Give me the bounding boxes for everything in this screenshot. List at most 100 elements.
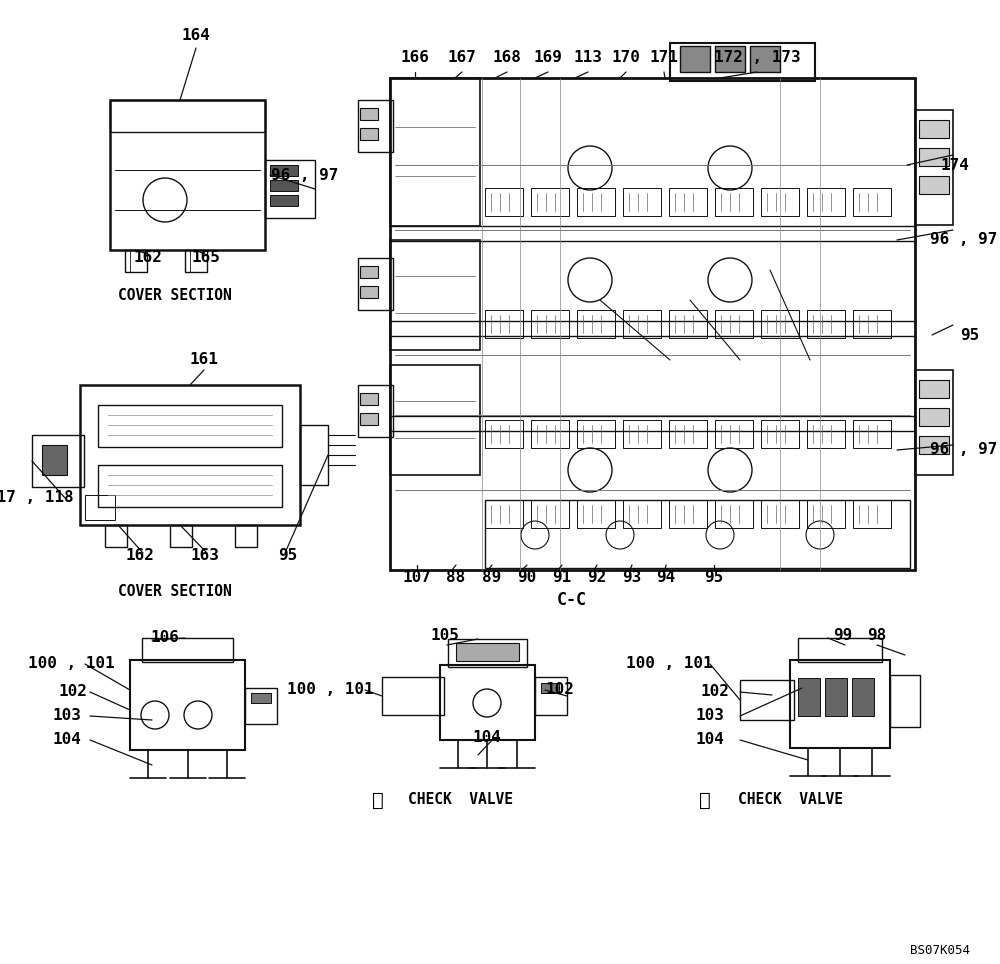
Bar — [670, 43, 815, 81]
Bar — [623, 188, 661, 216]
Text: 171: 171 — [650, 50, 678, 66]
Bar — [669, 310, 707, 338]
Text: BS07K054: BS07K054 — [910, 944, 970, 956]
Bar — [125, 250, 147, 272]
Bar — [42, 445, 67, 475]
Bar — [577, 500, 615, 528]
Text: 105: 105 — [431, 628, 459, 642]
Bar — [448, 639, 527, 667]
Text: CHECK  VALVE: CHECK VALVE — [738, 792, 842, 808]
Bar — [623, 310, 661, 338]
Bar — [669, 500, 707, 528]
Text: 96 , 97: 96 , 97 — [930, 442, 997, 458]
Text: 161: 161 — [190, 353, 218, 367]
Text: 167: 167 — [448, 50, 476, 66]
Bar — [761, 310, 799, 338]
Text: 104: 104 — [53, 733, 82, 747]
Text: 102: 102 — [546, 683, 574, 698]
Bar — [535, 677, 567, 715]
Bar — [669, 420, 707, 448]
Bar — [98, 405, 282, 447]
Text: 102: 102 — [701, 684, 729, 700]
Bar — [680, 46, 710, 72]
Bar — [485, 500, 910, 568]
Bar — [300, 425, 328, 485]
Bar — [919, 408, 949, 426]
Bar — [360, 108, 378, 120]
Bar — [170, 525, 192, 547]
Bar — [577, 188, 615, 216]
Text: 166: 166 — [401, 50, 429, 66]
Bar — [485, 188, 523, 216]
Text: 100 , 101: 100 , 101 — [28, 656, 115, 672]
Bar — [715, 188, 753, 216]
Bar — [715, 420, 753, 448]
Bar — [790, 660, 890, 748]
Bar — [577, 420, 615, 448]
Bar — [390, 365, 480, 475]
Bar — [235, 525, 257, 547]
Bar — [623, 420, 661, 448]
Bar — [577, 310, 615, 338]
Text: 170: 170 — [612, 50, 640, 66]
Text: 90: 90 — [517, 570, 537, 584]
Text: 100 , 101: 100 , 101 — [287, 683, 373, 698]
Bar — [360, 128, 378, 140]
Bar — [245, 688, 277, 724]
Bar — [110, 100, 265, 250]
Text: 99: 99 — [833, 628, 853, 642]
Bar — [919, 436, 949, 454]
Bar — [919, 120, 949, 138]
Bar — [715, 310, 753, 338]
Bar — [360, 266, 378, 278]
Text: 106: 106 — [150, 629, 179, 645]
Bar — [456, 643, 519, 661]
Text: 174: 174 — [940, 157, 969, 173]
Bar — [32, 435, 84, 487]
Text: 107: 107 — [403, 570, 431, 584]
Bar — [623, 500, 661, 528]
Text: 103: 103 — [53, 709, 82, 724]
Text: 162: 162 — [126, 549, 154, 564]
Bar — [807, 500, 845, 528]
Text: 172 , 173: 172 , 173 — [714, 50, 800, 66]
Bar — [531, 420, 569, 448]
Text: 89: 89 — [482, 570, 502, 584]
Bar — [531, 310, 569, 338]
Bar — [740, 680, 794, 720]
Bar — [265, 160, 315, 218]
Bar — [919, 148, 949, 166]
Text: 98: 98 — [867, 628, 887, 642]
Text: 96 , 97: 96 , 97 — [930, 232, 997, 248]
Bar — [270, 195, 298, 206]
Bar — [360, 393, 378, 405]
Bar — [761, 188, 799, 216]
Text: 168: 168 — [493, 50, 521, 66]
Text: 164: 164 — [182, 28, 210, 42]
Bar — [390, 78, 480, 226]
Bar — [919, 176, 949, 194]
Bar — [360, 286, 378, 298]
Text: 102: 102 — [58, 684, 87, 700]
Bar — [825, 678, 847, 716]
Bar — [541, 683, 559, 693]
Bar — [251, 693, 271, 703]
Bar — [105, 525, 127, 547]
Text: 162: 162 — [134, 251, 162, 265]
Bar — [807, 188, 845, 216]
Bar — [270, 165, 298, 176]
Bar — [715, 500, 753, 528]
Text: 100 , 101: 100 , 101 — [626, 656, 712, 672]
Bar — [98, 465, 282, 507]
Bar — [761, 500, 799, 528]
Bar — [853, 188, 891, 216]
Bar — [798, 638, 882, 662]
Bar — [270, 180, 298, 191]
Bar — [110, 100, 265, 132]
Bar — [360, 413, 378, 425]
Bar — [531, 500, 569, 528]
Bar — [390, 78, 915, 570]
Bar — [853, 420, 891, 448]
Bar — [485, 420, 523, 448]
Bar — [807, 420, 845, 448]
